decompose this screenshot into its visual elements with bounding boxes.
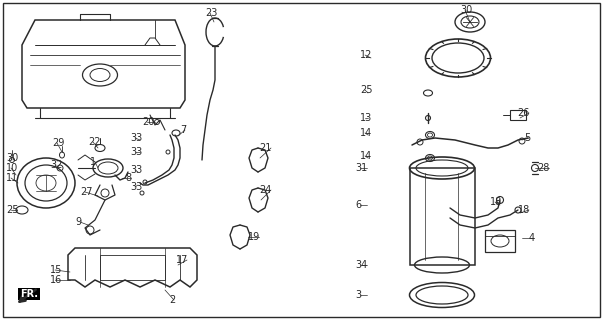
Text: 18: 18 bbox=[518, 205, 530, 215]
Text: 23: 23 bbox=[205, 8, 217, 18]
Text: 22: 22 bbox=[88, 137, 101, 147]
Text: 33: 33 bbox=[130, 133, 142, 143]
Text: 30: 30 bbox=[6, 153, 18, 163]
Text: 18: 18 bbox=[490, 197, 502, 207]
Text: 20: 20 bbox=[142, 117, 154, 127]
Text: 1: 1 bbox=[90, 157, 96, 167]
Text: 33: 33 bbox=[130, 182, 142, 192]
Text: 26: 26 bbox=[517, 108, 530, 118]
Bar bbox=[100, 255, 165, 280]
Text: 29: 29 bbox=[52, 138, 65, 148]
Text: 4: 4 bbox=[529, 233, 535, 243]
Text: 12: 12 bbox=[360, 50, 373, 60]
Bar bbox=[510, 110, 526, 120]
Text: 10: 10 bbox=[6, 163, 18, 173]
Text: 7: 7 bbox=[180, 125, 186, 135]
Text: 17: 17 bbox=[175, 255, 188, 265]
Text: 25: 25 bbox=[6, 205, 19, 215]
Text: 28: 28 bbox=[538, 163, 550, 173]
Text: 2: 2 bbox=[169, 295, 175, 305]
Text: 24: 24 bbox=[260, 185, 272, 195]
Text: 8: 8 bbox=[126, 173, 132, 183]
Text: 6: 6 bbox=[355, 200, 361, 210]
Bar bbox=[485, 230, 515, 252]
Bar bbox=[410, 168, 475, 265]
Text: 19: 19 bbox=[248, 232, 260, 242]
Text: 11: 11 bbox=[6, 173, 18, 183]
Text: 9: 9 bbox=[75, 217, 81, 227]
Text: 31: 31 bbox=[355, 163, 367, 173]
Text: 32: 32 bbox=[50, 160, 62, 170]
Text: 16: 16 bbox=[50, 275, 62, 285]
Text: 25: 25 bbox=[360, 85, 373, 95]
Text: FR.: FR. bbox=[20, 289, 38, 299]
Text: 27: 27 bbox=[80, 187, 92, 197]
Text: 14: 14 bbox=[360, 151, 372, 161]
Text: 15: 15 bbox=[50, 265, 62, 275]
Text: 14: 14 bbox=[360, 128, 372, 138]
Text: 21: 21 bbox=[260, 143, 272, 153]
FancyBboxPatch shape bbox=[18, 288, 40, 300]
Text: 33: 33 bbox=[130, 147, 142, 157]
Text: 34: 34 bbox=[355, 260, 367, 270]
Text: 13: 13 bbox=[360, 113, 372, 123]
Text: 33: 33 bbox=[130, 165, 142, 175]
Text: 5: 5 bbox=[524, 133, 530, 143]
Text: 3: 3 bbox=[355, 290, 361, 300]
Text: 30: 30 bbox=[460, 5, 472, 15]
